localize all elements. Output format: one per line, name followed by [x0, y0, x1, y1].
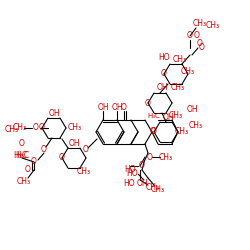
- Text: O: O: [151, 128, 157, 136]
- Text: O: O: [39, 124, 45, 132]
- Text: O: O: [41, 146, 47, 154]
- Text: O: O: [59, 154, 65, 162]
- Text: O: O: [197, 40, 203, 48]
- Text: CH₃: CH₃: [17, 176, 31, 186]
- Text: CH₃: CH₃: [146, 184, 160, 192]
- Text: O: O: [145, 98, 151, 108]
- Text: OH: OH: [111, 102, 123, 112]
- Text: O: O: [139, 162, 145, 170]
- Text: OH: OH: [97, 102, 109, 112]
- Text: H₃C: H₃C: [13, 150, 27, 160]
- Text: CH₃: CH₃: [13, 124, 27, 132]
- Text: H₃C: H₃C: [147, 113, 160, 119]
- Text: OH: OH: [68, 138, 80, 147]
- Text: O: O: [199, 44, 205, 52]
- Text: CH₃: CH₃: [173, 54, 187, 64]
- Text: O: O: [25, 166, 31, 174]
- Text: CH₃: CH₃: [68, 124, 82, 132]
- Text: OH: OH: [162, 112, 174, 122]
- Text: O: O: [187, 32, 193, 40]
- Text: HO: HO: [126, 170, 138, 178]
- Text: CH₃: CH₃: [181, 68, 195, 76]
- Text: OH: OH: [136, 180, 148, 188]
- Text: CH₃: CH₃: [5, 126, 19, 134]
- Text: CH₃: CH₃: [175, 128, 189, 136]
- Text: O: O: [194, 30, 200, 40]
- Text: OH: OH: [48, 108, 60, 118]
- Text: O: O: [83, 146, 89, 154]
- Text: CH₃: CH₃: [171, 84, 185, 92]
- Text: CH₃: CH₃: [189, 120, 203, 130]
- Text: HO: HO: [158, 54, 170, 62]
- Text: O: O: [147, 152, 153, 162]
- Text: OH: OH: [186, 106, 198, 114]
- Text: O: O: [19, 138, 25, 147]
- Text: HO: HO: [124, 180, 135, 188]
- Text: O: O: [121, 102, 127, 112]
- Text: CH₃: CH₃: [151, 184, 165, 194]
- Text: H₃C: H₃C: [15, 150, 29, 160]
- Text: CH₃: CH₃: [206, 20, 220, 30]
- Text: O: O: [31, 158, 37, 166]
- Text: O: O: [161, 70, 167, 78]
- Text: CH₃: CH₃: [169, 110, 183, 120]
- Text: O: O: [33, 124, 39, 132]
- Text: OH: OH: [156, 84, 168, 92]
- Text: HO: HO: [124, 164, 136, 173]
- Text: CH₃: CH₃: [77, 168, 91, 176]
- Text: CH₃: CH₃: [159, 152, 173, 162]
- Text: CH₃: CH₃: [193, 20, 207, 28]
- Text: O: O: [150, 126, 156, 136]
